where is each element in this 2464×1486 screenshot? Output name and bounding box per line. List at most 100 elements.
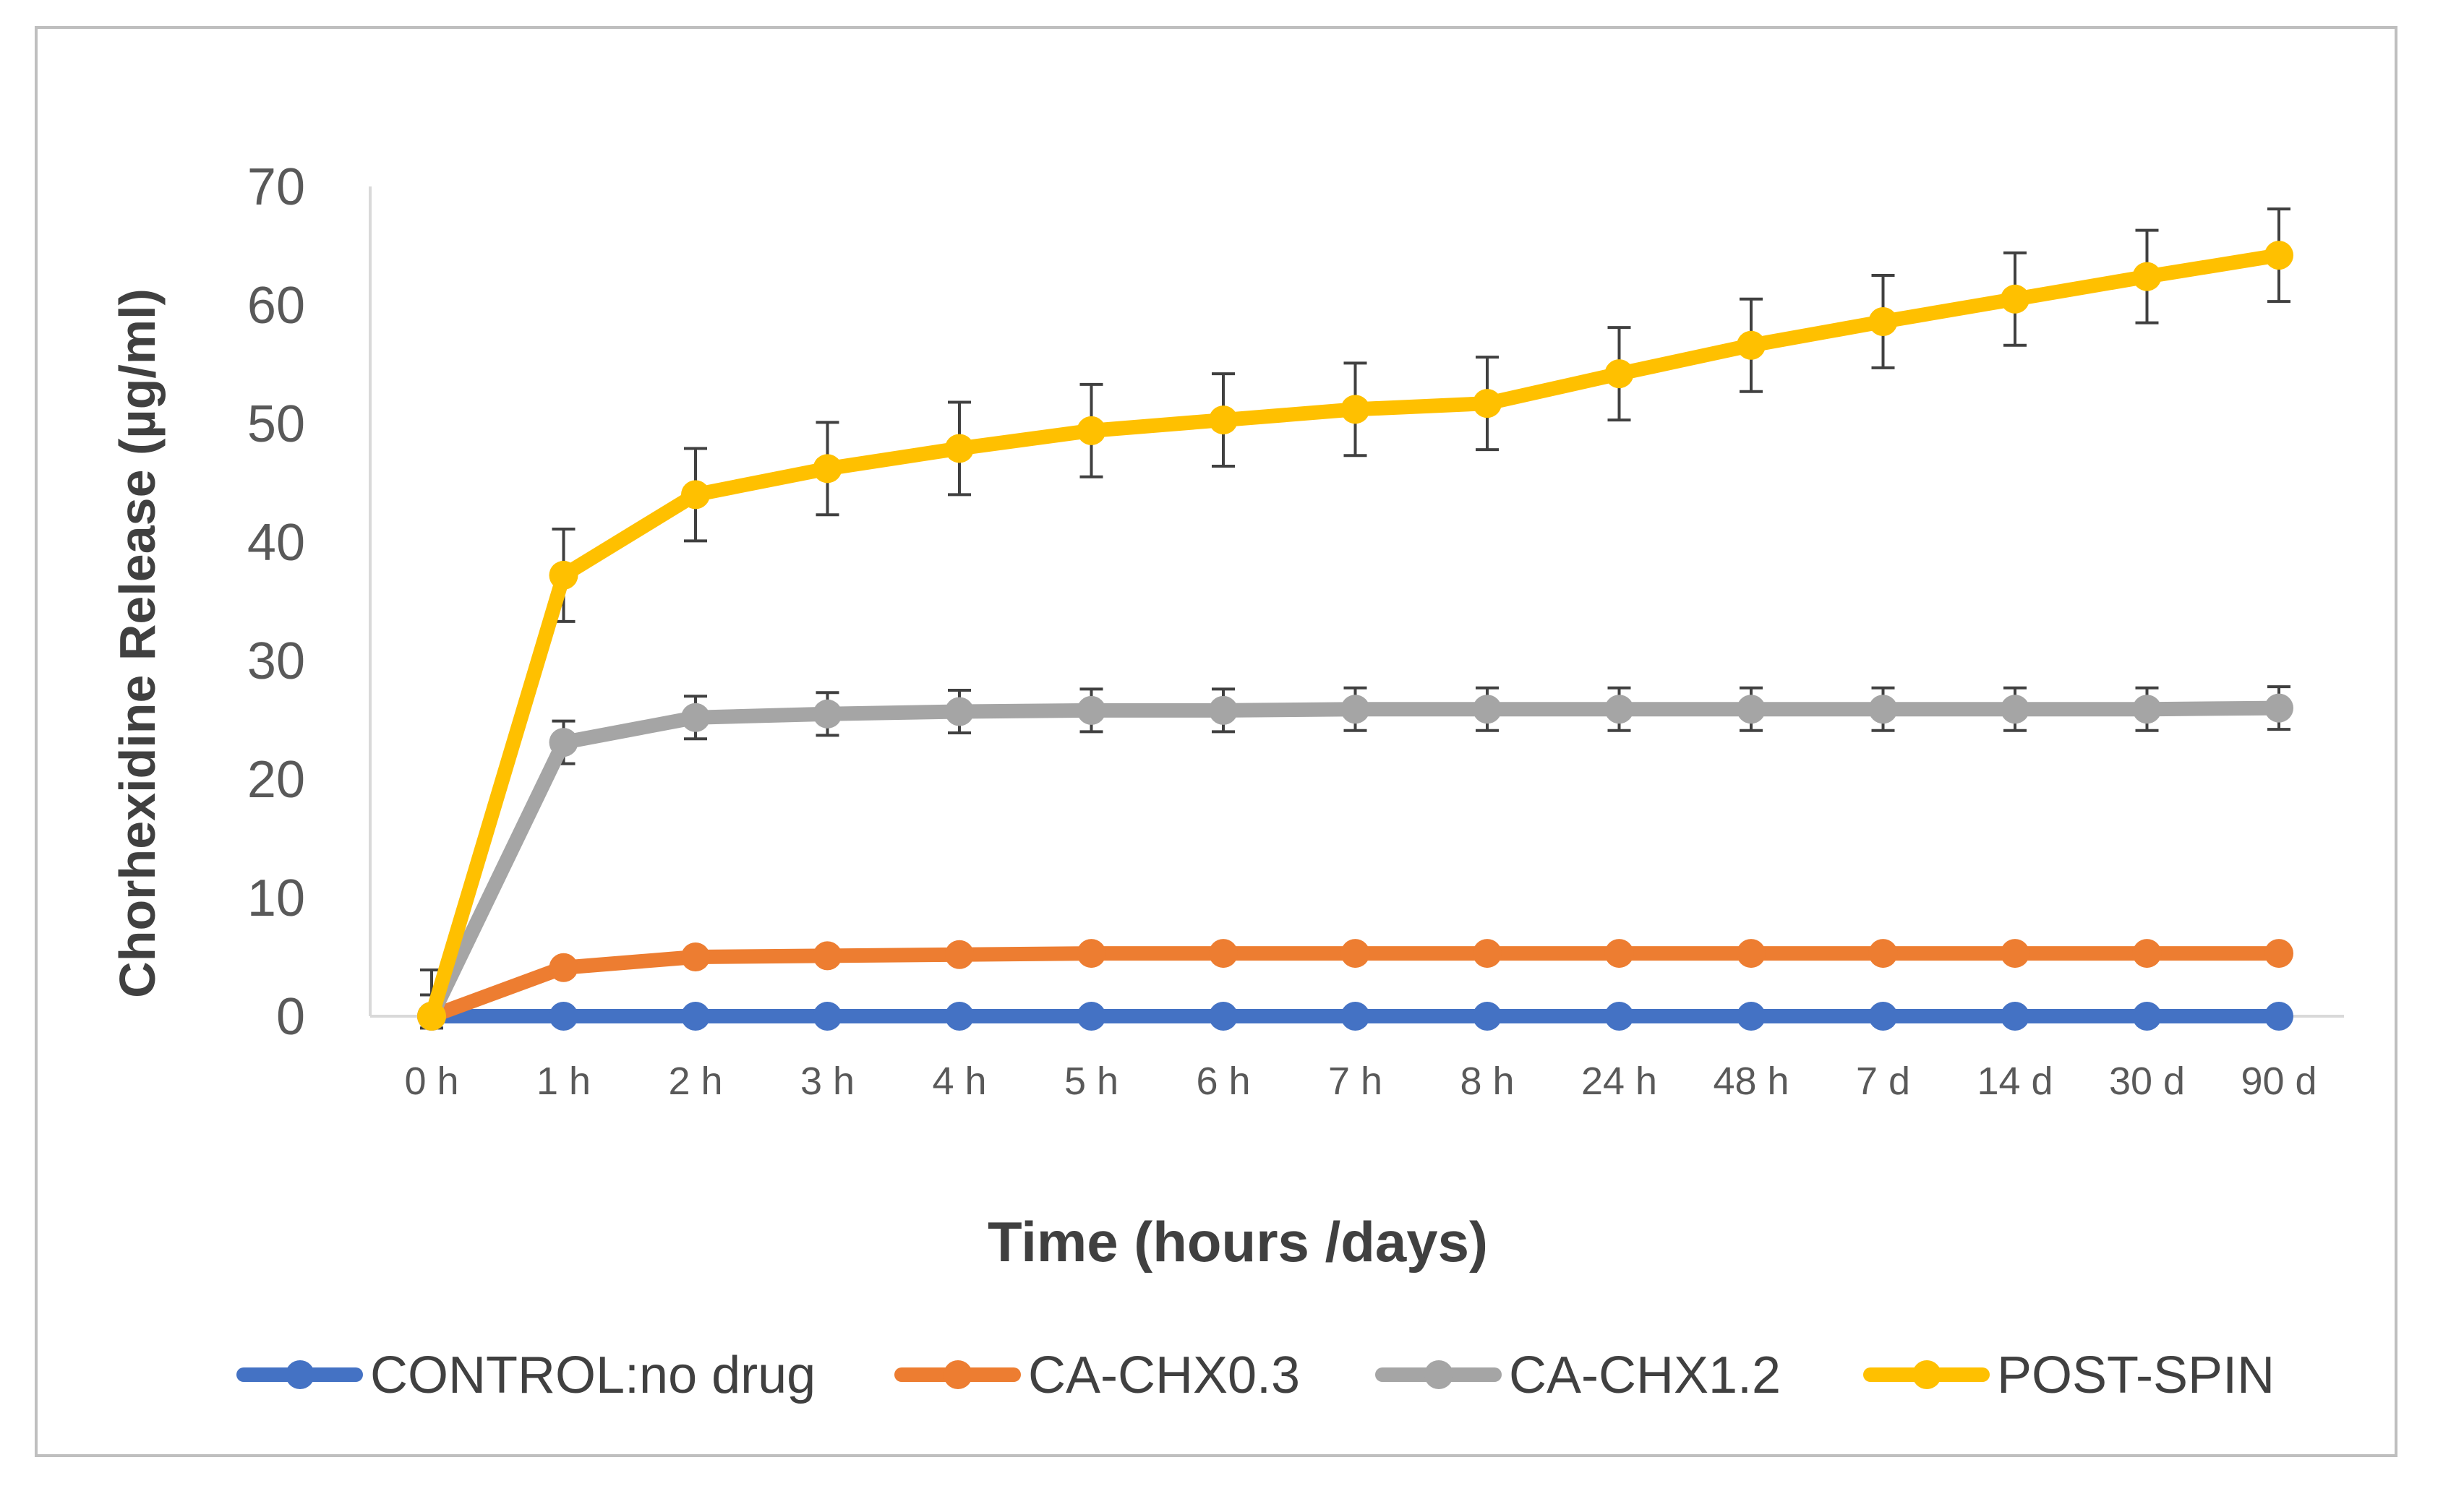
data-point — [1340, 695, 1370, 724]
data-point — [2132, 1002, 2162, 1031]
data-point — [1340, 939, 1370, 969]
data-point — [549, 953, 578, 982]
series-group — [417, 693, 2293, 1031]
data-point — [1209, 695, 1238, 725]
data-point — [1209, 1002, 1238, 1031]
data-point — [2264, 939, 2293, 969]
x-tick-label: 24 h — [1581, 1060, 1657, 1103]
legend-label: CONTROL:no drug — [370, 1347, 816, 1404]
series-group — [417, 1002, 2293, 1031]
legend-item: POST-SPIN — [1863, 1347, 2275, 1404]
legend-label: POST-SPIN — [1997, 1347, 2275, 1404]
legend-item: CA-CHX0.3 — [894, 1347, 1300, 1404]
x-tick-label: 6 h — [1196, 1060, 1250, 1103]
errorbar-layer — [420, 207, 2290, 1030]
series-group — [417, 939, 2293, 1031]
x-tick-label: 7 h — [1328, 1060, 1382, 1103]
data-point — [1604, 939, 1634, 969]
y-tick-label: 30 — [247, 632, 305, 690]
data-point — [945, 697, 974, 726]
y-tick-label: 40 — [247, 514, 305, 572]
data-point — [681, 942, 710, 971]
x-tick-label: 30 d — [2109, 1060, 2185, 1103]
y-tick-label: 60 — [247, 277, 305, 335]
x-tick-label: 0 h — [404, 1060, 458, 1103]
data-point — [1868, 306, 1898, 336]
data-point — [1604, 695, 1634, 724]
data-point — [681, 1002, 710, 1031]
data-point — [549, 560, 578, 590]
data-point — [417, 1002, 446, 1031]
legend-item: CA-CHX1.2 — [1375, 1347, 1781, 1404]
data-point — [2264, 1002, 2293, 1031]
y-axis-title: Chorhexidine Release (µg/ml) — [109, 288, 166, 998]
x-tick-label: 5 h — [1064, 1060, 1118, 1103]
y-tick-label: 10 — [247, 869, 305, 927]
legend-swatch-marker — [944, 1360, 972, 1389]
axes-layer — [369, 186, 2344, 1018]
data-point — [1473, 1002, 1502, 1031]
data-point — [1737, 330, 1766, 360]
y-tick-label: 20 — [247, 751, 305, 809]
x-tick-label: 2 h — [668, 1060, 722, 1103]
x-tick-label: 14 d — [1977, 1060, 2053, 1103]
data-point — [1737, 1002, 1766, 1031]
data-point — [1604, 1002, 1634, 1031]
data-point — [945, 940, 974, 969]
data-point — [1340, 395, 1370, 424]
data-point — [1209, 405, 1238, 435]
data-point — [1868, 695, 1898, 724]
legend-label: CA-CHX1.2 — [1509, 1347, 1781, 1404]
data-point — [2001, 1002, 2029, 1031]
data-point — [1868, 939, 1898, 969]
x-tick-label: 90 d — [2241, 1060, 2317, 1103]
ticks-layer: 0 10 20 30 40 50 60 70 0 h 1 h 2 h 3 h 4 h 5 h 6 h 7 h 8… — [247, 158, 2317, 1103]
data-point — [813, 699, 842, 729]
data-point — [813, 454, 842, 484]
data-point — [1868, 1002, 1898, 1031]
series-group — [417, 241, 2293, 1031]
data-point — [549, 1002, 578, 1031]
data-point — [945, 434, 974, 463]
data-point — [2001, 284, 2029, 314]
legend-label: CA-CHX0.3 — [1028, 1347, 1300, 1404]
data-point — [1604, 359, 1634, 389]
data-point — [681, 703, 710, 732]
data-point — [1737, 695, 1766, 724]
data-point — [945, 1002, 974, 1031]
data-point — [1473, 389, 1502, 418]
data-point — [1473, 939, 1502, 969]
y-tick-label: 0 — [276, 988, 305, 1046]
chart-frame: 0 10 20 30 40 50 60 70 0 h 1 h 2 h 3 h 4 h 5 h 6 h 7 h 8… — [35, 26, 2397, 1457]
data-point — [2001, 939, 2029, 969]
data-point — [1077, 695, 1106, 725]
data-point — [681, 480, 710, 510]
data-point — [1077, 939, 1106, 969]
x-tick-label: 3 h — [800, 1060, 855, 1103]
data-point — [2132, 262, 2162, 291]
x-tick-label: 48 h — [1713, 1060, 1789, 1103]
data-point — [1077, 416, 1106, 445]
data-point — [813, 941, 842, 971]
data-point — [549, 728, 578, 757]
data-point — [1340, 1002, 1370, 1031]
y-tick-label: 50 — [247, 395, 305, 453]
data-point — [1737, 939, 1766, 969]
data-point — [2132, 695, 2162, 724]
data-point — [2264, 241, 2293, 270]
data-point — [1473, 695, 1502, 724]
x-tick-label: 1 h — [536, 1060, 591, 1103]
data-point — [1209, 939, 1238, 969]
data-point — [2264, 693, 2293, 723]
legend-item: CONTROL:no drug — [236, 1347, 816, 1404]
release-chart: 0 10 20 30 40 50 60 70 0 h 1 h 2 h 3 h 4 h 5 h 6 h 7 h 8… — [109, 158, 2344, 1404]
x-tick-label: 4 h — [932, 1060, 986, 1103]
legend: CONTROL:no drug CA-CHX0.3 CA-CHX1.2 POST-SP… — [236, 1347, 2275, 1404]
series-line — [424, 700, 2286, 1023]
data-point — [1077, 1002, 1106, 1031]
legend-swatch-marker — [1424, 1360, 1453, 1389]
x-tick-label: 8 h — [1460, 1060, 1514, 1103]
x-axis-title: Time (hours /days) — [988, 1210, 1488, 1274]
legend-swatch-marker — [1912, 1360, 1941, 1389]
legend-swatch-marker — [286, 1360, 315, 1389]
